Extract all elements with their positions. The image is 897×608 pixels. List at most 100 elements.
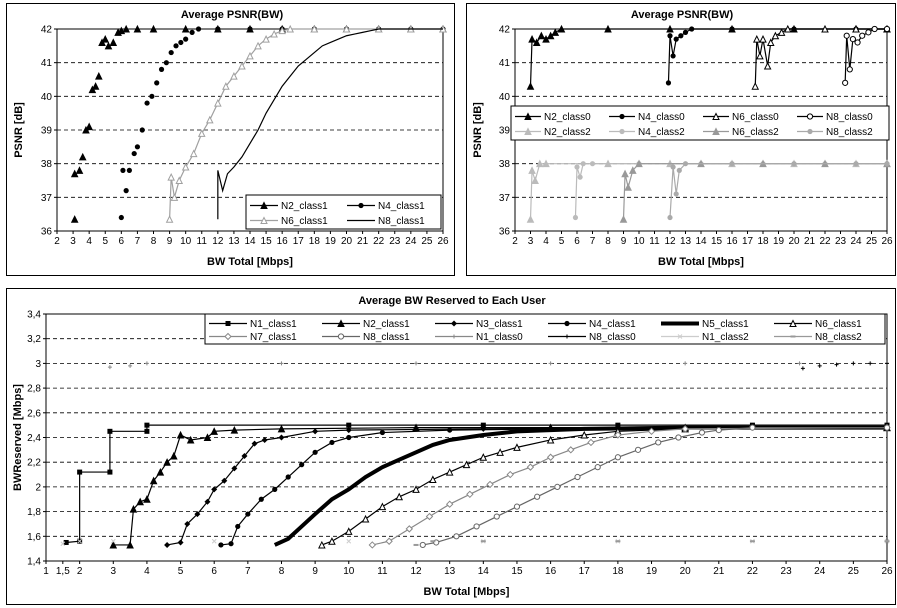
data-point	[628, 166, 637, 174]
data-point	[136, 497, 145, 506]
legend-label: N2_class0	[544, 112, 591, 123]
x-tick-label: 7	[135, 236, 141, 247]
data-point	[258, 496, 264, 502]
x-tick-label: 11	[377, 566, 388, 577]
data-point	[756, 51, 764, 60]
data-point	[777, 28, 786, 36]
data-point	[149, 93, 155, 99]
data-point	[168, 49, 174, 56]
data-point	[791, 161, 797, 167]
data-point	[783, 24, 792, 33]
data-point	[594, 464, 601, 471]
data-point	[175, 176, 184, 184]
legend-marker	[452, 334, 456, 339]
data-point	[222, 82, 230, 90]
x-tick-label: 17	[742, 236, 754, 247]
data-point	[230, 425, 239, 434]
data-point	[670, 164, 676, 170]
legend-marker	[564, 320, 570, 327]
data-point	[574, 473, 581, 481]
data-point	[181, 162, 190, 171]
y-tick-label: 36	[499, 227, 511, 238]
legend-label: N6_class0	[732, 112, 779, 123]
y-tick-label: 1,8	[27, 507, 41, 518]
data-point	[526, 215, 535, 223]
series-N4_class2	[572, 161, 890, 221]
data-point	[131, 150, 137, 157]
y-tick-label: 3,4	[27, 310, 41, 321]
data-point	[666, 24, 674, 33]
data-point	[534, 493, 541, 500]
x-tick-label: 8	[605, 236, 611, 247]
legend-label: N1_class2	[702, 332, 749, 343]
data-point	[173, 43, 179, 49]
data-point	[447, 427, 453, 433]
x-tick-label: 8	[279, 566, 285, 577]
x-tick-label: 7	[245, 566, 251, 577]
series-line	[372, 427, 888, 546]
data-point	[261, 436, 268, 443]
data-point	[546, 453, 555, 461]
data-point	[215, 26, 221, 32]
series-line	[66, 424, 887, 544]
x-tick-label: 26	[881, 566, 893, 577]
data-point	[107, 365, 112, 370]
data-point	[395, 492, 404, 501]
x-tick-label: 16	[277, 236, 289, 247]
x-tick-label: 5	[559, 236, 565, 247]
data-point	[120, 167, 126, 173]
y-tick-label: 40	[41, 92, 53, 103]
data-point	[95, 72, 103, 80]
data-point	[621, 169, 629, 178]
legend-marker	[337, 319, 345, 327]
series-N8_class1	[419, 424, 891, 549]
series-N6_class2	[619, 159, 891, 223]
data-point	[635, 159, 643, 168]
series-line	[168, 28, 443, 220]
data-point	[589, 161, 596, 167]
data-point	[554, 483, 561, 490]
series-N2_class1	[109, 423, 891, 549]
y-tick-label: 2	[35, 482, 41, 493]
data-point	[670, 53, 676, 59]
data-point	[763, 61, 772, 70]
x-axis-label: BW Total [Mbps]	[658, 256, 744, 268]
data-point	[667, 214, 673, 221]
data-point	[797, 361, 802, 366]
legend-label: N8_class1	[378, 216, 425, 227]
legend-label: N5_class1	[702, 319, 749, 330]
x-tick-label: 19	[325, 236, 337, 247]
y-tick-label: 1,4	[27, 557, 41, 568]
y-axis-label: PSNR [dB]	[13, 102, 25, 158]
x-tick-label: 9	[312, 566, 318, 577]
x-tick-label: 6	[211, 566, 217, 577]
x-tick-label: 2	[54, 236, 60, 247]
legend-label: N8_class0	[826, 112, 873, 123]
data-point	[425, 512, 434, 521]
y-tick-label: 37	[499, 193, 511, 204]
data-point	[851, 361, 856, 366]
x-tick-label: 23	[389, 236, 401, 247]
series-N8_class0	[800, 361, 889, 371]
x-axis-label: BW Total [Mbps]	[424, 586, 510, 598]
data-point	[144, 361, 149, 366]
y-axis-label: BWReserved [Mbps]	[12, 384, 24, 491]
data-point	[346, 434, 352, 441]
series-line	[113, 427, 887, 546]
data-point	[647, 427, 656, 436]
data-point	[673, 36, 679, 42]
x-tick-label: 18	[757, 236, 769, 247]
data-point	[557, 24, 566, 33]
data-point	[186, 435, 195, 444]
data-point	[107, 428, 113, 434]
x-tick-label: 13	[680, 236, 692, 247]
series-line	[529, 28, 887, 87]
series-N3_class1	[164, 424, 890, 548]
data-point	[453, 533, 460, 540]
data-point	[107, 469, 113, 475]
data-point	[429, 475, 437, 483]
legend-box	[510, 105, 890, 141]
data-point	[154, 80, 160, 86]
